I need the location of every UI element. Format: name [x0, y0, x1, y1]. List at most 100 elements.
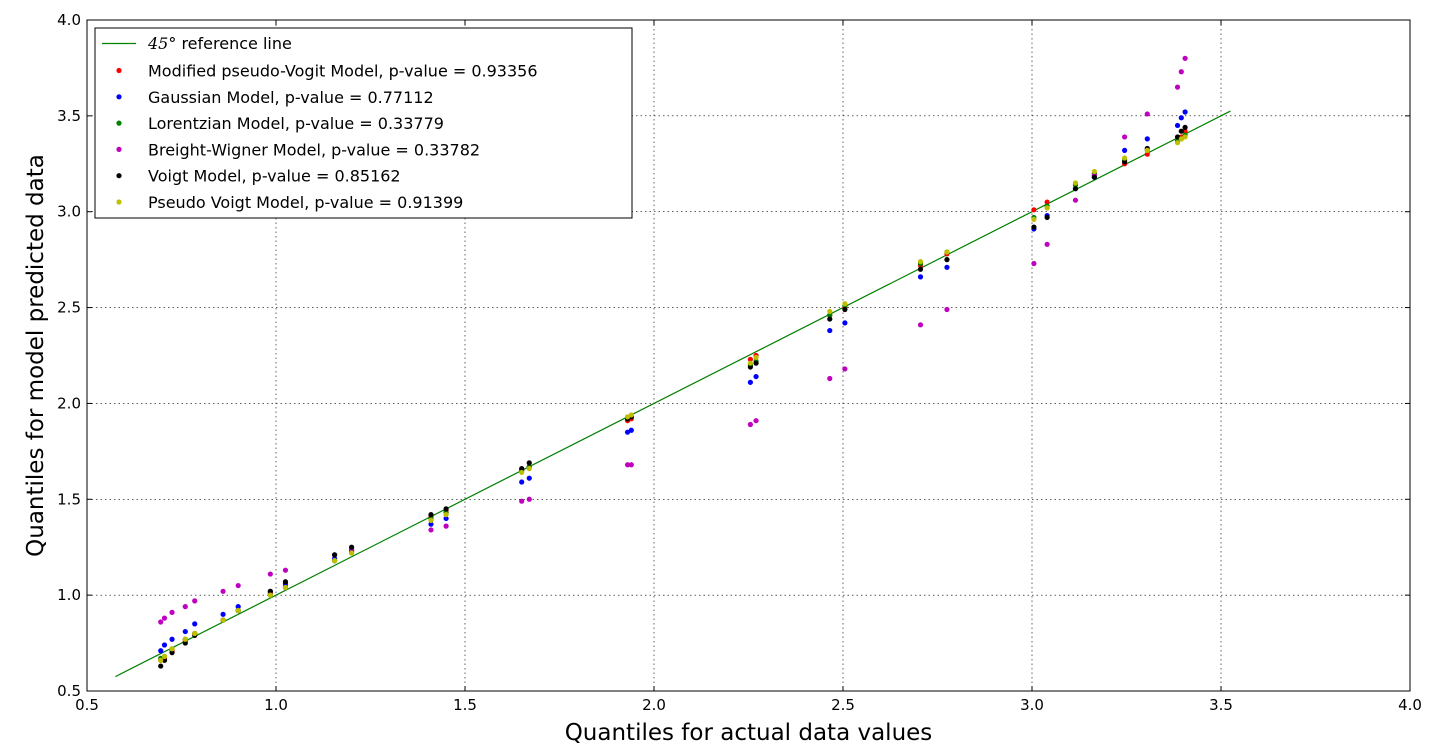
data-point — [182, 604, 188, 610]
data-point — [1122, 134, 1128, 140]
data-point — [169, 609, 175, 615]
data-point — [827, 312, 833, 318]
data-point — [220, 617, 226, 623]
data-point — [267, 571, 273, 577]
data-point — [428, 527, 434, 533]
y-tick-label: 3.0 — [57, 203, 81, 221]
data-point — [842, 301, 848, 307]
data-point — [1031, 260, 1037, 267]
data-point — [1144, 136, 1150, 142]
data-point — [1174, 84, 1181, 90]
legend-marker-series-5 — [116, 199, 122, 205]
data-point — [161, 653, 168, 660]
data-point — [747, 356, 753, 362]
data-point — [331, 558, 338, 564]
legend-label-series-5: Pseudo Voigt Model, p-value = 0.91399 — [148, 193, 463, 212]
data-point — [1031, 207, 1037, 213]
legend-label-series-0: Modified pseudo-Vogit Model, p-value = 0… — [148, 62, 538, 81]
data-point — [1182, 124, 1188, 130]
data-point — [1122, 159, 1128, 165]
y-tick-label: 1.5 — [57, 490, 81, 508]
data-point — [944, 264, 950, 270]
legend-label-series-1: Gaussian Model, p-value = 0.77112 — [148, 88, 434, 107]
data-point — [842, 366, 848, 372]
data-point — [944, 257, 950, 263]
data-point — [192, 598, 198, 604]
data-point — [161, 657, 168, 663]
data-point — [1044, 199, 1050, 205]
data-point — [747, 379, 753, 385]
legend-box — [94, 27, 633, 219]
y-tick-label: 0.5 — [57, 682, 81, 700]
data-point — [428, 517, 434, 523]
x-tick-label: 3.5 — [1209, 696, 1233, 714]
data-point — [1174, 122, 1181, 129]
data-point — [169, 646, 175, 652]
data-point — [1182, 109, 1188, 115]
data-point — [917, 258, 924, 265]
data-point — [443, 512, 449, 518]
x-tick-label: 1.5 — [453, 696, 477, 714]
data-point — [1072, 197, 1079, 203]
x-tick-label: 3.0 — [1020, 696, 1044, 714]
data-point — [192, 630, 198, 637]
legend-label-reference-line: 45° reference line — [147, 34, 292, 53]
data-point — [169, 636, 175, 642]
data-point — [1144, 111, 1150, 117]
data-point — [267, 588, 273, 594]
data-point — [827, 327, 833, 334]
data-point — [1144, 151, 1150, 157]
data-point — [1182, 55, 1188, 61]
data-point — [428, 521, 434, 527]
data-point — [161, 642, 168, 648]
data-point — [1031, 224, 1037, 230]
data-point — [235, 604, 241, 610]
data-point — [1178, 69, 1184, 75]
data-point — [842, 320, 848, 326]
data-point — [443, 506, 449, 512]
x-tick-label: 0.5 — [75, 696, 99, 714]
data-point — [628, 412, 634, 418]
data-point — [753, 354, 759, 361]
data-point — [526, 475, 532, 481]
data-point — [182, 640, 188, 646]
legend-marker-series-1 — [116, 94, 122, 100]
legend-reference-line-text: reference line — [181, 34, 291, 53]
data-point — [827, 308, 833, 315]
data-point — [158, 657, 164, 663]
data-point — [628, 462, 634, 468]
scatter-points — [158, 55, 1188, 669]
y-tick-label: 3.5 — [57, 107, 81, 125]
x-tick-label: 4.0 — [1398, 696, 1422, 714]
data-point — [526, 460, 532, 466]
y-tick-label: 1.0 — [57, 586, 81, 604]
data-point — [628, 427, 634, 433]
data-point — [747, 364, 753, 370]
data-point — [161, 615, 168, 621]
data-point — [331, 552, 338, 558]
data-point — [917, 322, 924, 328]
data-point — [282, 584, 289, 591]
x-tick-label: 2.5 — [831, 696, 855, 714]
data-point — [624, 462, 631, 468]
data-point — [753, 373, 759, 380]
data-point — [1091, 174, 1097, 180]
legend-marker-series-2 — [116, 120, 122, 126]
data-point — [1182, 128, 1188, 134]
data-point — [753, 360, 759, 366]
legend-marker-series-3 — [116, 146, 122, 152]
data-point — [267, 592, 273, 598]
data-point — [1044, 241, 1050, 247]
data-point — [158, 663, 164, 669]
legend-marker-series-4 — [116, 173, 122, 179]
y-tick-label: 4.0 — [57, 11, 81, 29]
data-point — [944, 306, 950, 313]
data-point — [827, 375, 833, 382]
legend: 45° reference line Modified pseudo-Vogit… — [94, 27, 633, 219]
legend-entries: Modified pseudo-Vogit Model, p-value = 0… — [116, 62, 538, 212]
data-point — [158, 619, 164, 625]
x-tick-label: 2.0 — [642, 696, 666, 714]
data-point — [1072, 186, 1079, 192]
data-point — [827, 316, 833, 322]
